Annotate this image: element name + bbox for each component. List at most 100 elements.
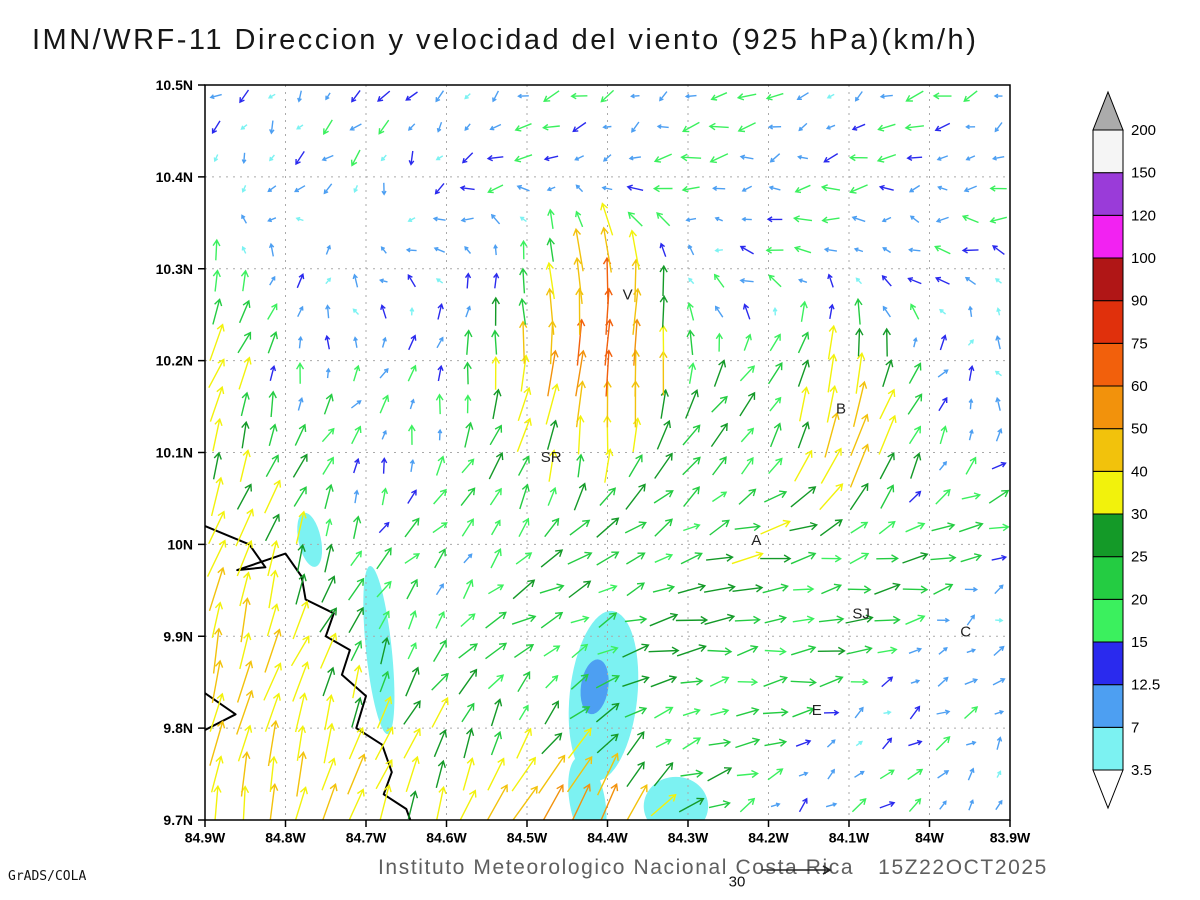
- wind-arrow: [763, 675, 788, 687]
- wind-arrow: [208, 566, 226, 612]
- wind-arrow: [323, 722, 335, 764]
- wind-arrow: [851, 215, 866, 223]
- wind-arrow: [546, 419, 559, 450]
- wind-arrow: [575, 184, 584, 193]
- wind-arrow: [378, 521, 390, 534]
- wind-arrow: [264, 479, 282, 514]
- wind-arrow: [851, 797, 867, 813]
- wind-arrow: [596, 551, 620, 566]
- wind-arrow: [267, 719, 280, 767]
- wind-arrow: [239, 632, 252, 670]
- wind-arrow: [236, 660, 254, 703]
- y-tick-label: 9.7N: [163, 812, 193, 828]
- wind-arrow: [678, 797, 705, 813]
- wind-arrow: [267, 185, 277, 193]
- wind-arrow: [432, 522, 448, 534]
- wind-arrow: [540, 549, 564, 568]
- colorbar-segment: [1092, 684, 1124, 728]
- wind-arrow: [434, 548, 446, 569]
- wind-arrow: [628, 155, 642, 161]
- wind-arrow: [600, 202, 614, 236]
- wind-arrow: [434, 182, 445, 195]
- wind-arrow: [209, 385, 225, 422]
- x-tick-label: 83.9W: [990, 829, 1031, 845]
- wind-arrow: [653, 490, 674, 504]
- wind-arrow: [874, 615, 901, 625]
- wind-arrow: [855, 740, 864, 747]
- shaded-region: [363, 565, 395, 735]
- wind-arrow: [966, 614, 975, 626]
- wind-arrow: [297, 396, 304, 411]
- wind-arrow: [325, 244, 331, 255]
- wind-arrow: [435, 90, 445, 103]
- wind-arrow: [826, 739, 836, 748]
- axis-ticks-and-labels: 84.9W 84.8W 84.7W 84.6W 84.5W 84.4W 84.3W 84.2W…: [156, 77, 1031, 845]
- wind-arrow: [626, 784, 648, 820]
- colorbar-segment: [1092, 598, 1124, 643]
- wind-arrow: [908, 247, 921, 253]
- wind-arrow: [379, 394, 390, 414]
- wind-arrow: [968, 364, 975, 381]
- colorbar-tick-label: 120: [1131, 207, 1156, 224]
- wind-arrow: [296, 543, 306, 573]
- colorbar-segment: [1092, 172, 1124, 216]
- wind-arrow: [239, 449, 251, 482]
- wind-arrow: [489, 487, 502, 506]
- wind-arrow: [764, 647, 787, 656]
- wind-arrow: [817, 646, 846, 656]
- wind-arrow: [323, 119, 333, 135]
- wind-arrow: [910, 452, 922, 479]
- wind-arrow: [708, 122, 729, 131]
- wind-arrow: [709, 519, 730, 536]
- wind-arrow: [769, 153, 781, 163]
- wind-arrow: [325, 277, 332, 285]
- wind-arrow: [600, 89, 615, 103]
- footer-caption: Instituto Meteorologico Nacional Costa R…: [378, 856, 1048, 880]
- wind-arrow: [760, 519, 791, 535]
- y-tick-label: 10.1N: [156, 445, 193, 461]
- wind-arrow: [707, 647, 733, 656]
- wind-arrow: [435, 583, 444, 596]
- wind-arrow: [709, 153, 729, 164]
- wind-arrow: [490, 213, 501, 225]
- wind-arrow: [739, 277, 754, 284]
- wind-arrow: [211, 601, 224, 638]
- colorbar-segment: [1092, 385, 1124, 430]
- wind-arrow: [734, 522, 762, 532]
- wind-arrow: [798, 122, 808, 132]
- wind-arrow: [377, 90, 391, 102]
- wind-arrow: [768, 185, 781, 191]
- wind-arrow: [910, 679, 921, 684]
- wind-arrow: [877, 123, 896, 132]
- wind-arrow: [913, 337, 918, 348]
- wind-arrow: [710, 422, 728, 447]
- city-label: B: [836, 400, 846, 417]
- wind-arrow: [405, 247, 417, 253]
- wind-arrow: [460, 613, 476, 628]
- wind-arrow: [796, 92, 809, 100]
- wind-arrow: [797, 154, 809, 160]
- colorbar-segment: [1092, 257, 1124, 302]
- wind-arrow: [797, 331, 810, 354]
- wind-arrow: [632, 417, 642, 453]
- colorbar-segment: [1092, 726, 1124, 771]
- wind-arrow: [519, 216, 527, 222]
- wind-arrow: [819, 675, 844, 688]
- wind-arrow: [352, 273, 359, 288]
- wind-arrow: [854, 770, 865, 778]
- wind-arrow: [854, 297, 863, 325]
- wind-arrow: [514, 644, 535, 658]
- wind-arrow: [490, 698, 503, 727]
- wind-arrow: [321, 154, 334, 162]
- wind-arrow: [268, 423, 278, 446]
- wind-arrow: [735, 737, 761, 749]
- wind-arrow: [297, 335, 303, 349]
- wind-arrow: [602, 124, 612, 130]
- wind-arrow: [648, 646, 680, 655]
- x-tick-label: 84.8W: [265, 829, 306, 845]
- wind-arrow: [654, 452, 673, 479]
- wind-arrow: [350, 149, 361, 167]
- wind-arrow: [567, 727, 592, 759]
- wind-arrow: [882, 327, 891, 357]
